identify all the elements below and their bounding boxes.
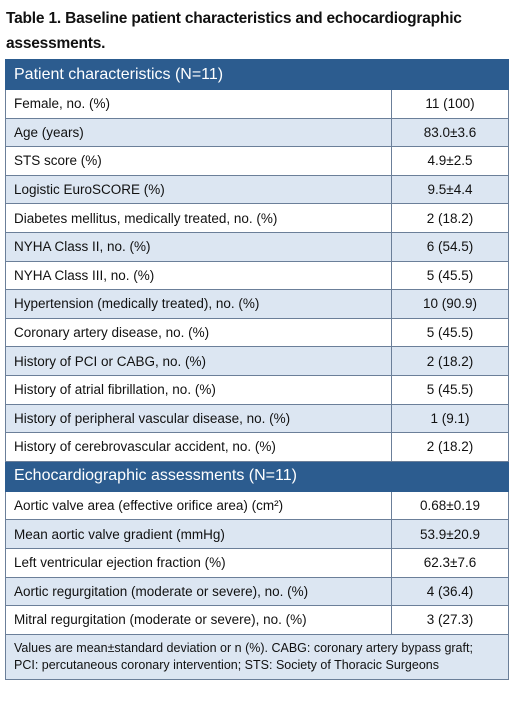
table-row: History of peripheral vascular disease, …	[5, 403, 509, 434]
table-row: NYHA Class II, no. (%) 6 (54.5)	[5, 231, 509, 262]
row-label: History of atrial fibrillation, no. (%)	[5, 374, 392, 405]
row-value: 5 (45.5)	[391, 374, 509, 405]
table-row: Coronary artery disease, no. (%) 5 (45.5)	[5, 317, 509, 348]
table-row: Aortic regurgitation (moderate or severe…	[5, 576, 509, 607]
table-row: Logistic EuroSCORE (%) 9.5±4.4	[5, 174, 509, 205]
row-value: 2 (18.2)	[391, 203, 509, 233]
section-header: Echocardiographic assessments (N=11)	[5, 460, 509, 492]
row-value: 10 (90.9)	[391, 289, 509, 319]
row-value: 1 (9.1)	[391, 403, 509, 434]
row-value: 3 (27.3)	[391, 605, 509, 635]
row-value: 5 (45.5)	[391, 260, 509, 291]
row-label: Age (years)	[5, 117, 392, 148]
table-row: NYHA Class III, no. (%) 5 (45.5)	[5, 260, 509, 291]
row-label: Left ventricular ejection fraction (%)	[5, 547, 392, 578]
row-label: History of cerebrovascular accident, no.…	[5, 432, 392, 462]
row-label: Mitral regurgitation (moderate or severe…	[5, 605, 392, 635]
table-row: History of atrial fibrillation, no. (%) 5…	[5, 374, 509, 405]
row-label: History of peripheral vascular disease, …	[5, 403, 392, 434]
row-label: Coronary artery disease, no. (%)	[5, 317, 392, 348]
row-label: Mean aortic valve gradient (mmHg)	[5, 519, 392, 549]
row-value: 62.3±7.6	[391, 547, 509, 578]
row-value: 5 (45.5)	[391, 317, 509, 348]
row-label: Aortic valve area (effective orifice are…	[5, 490, 392, 521]
section-header-row: Patient characteristics (N=11)	[5, 59, 509, 90]
row-value: 6 (54.5)	[391, 231, 509, 262]
row-value: 11 (100)	[391, 89, 509, 119]
table-row: Age (years) 83.0±3.6	[5, 117, 509, 148]
row-label: NYHA Class II, no. (%)	[5, 231, 392, 262]
table-row: Left ventricular ejection fraction (%) 62…	[5, 547, 509, 578]
row-value: 4.9±2.5	[391, 146, 509, 176]
table-row: Mitral regurgitation (moderate or severe…	[5, 605, 509, 635]
row-value: 83.0±3.6	[391, 117, 509, 148]
table-row: History of PCI or CABG, no. (%) 2 (18.2)	[5, 346, 509, 376]
row-label: Diabetes mellitus, medically treated, no…	[5, 203, 392, 233]
row-label: STS score (%)	[5, 146, 392, 176]
row-value: 2 (18.2)	[391, 432, 509, 462]
row-value: 9.5±4.4	[391, 174, 509, 205]
row-label: Hypertension (medically treated), no. (%…	[5, 289, 392, 319]
table-title: Table 1. Baseline patient characteristic…	[6, 10, 462, 52]
table-row: Mean aortic valve gradient (mmHg) 53.9±20…	[5, 519, 509, 549]
row-label: History of PCI or CABG, no. (%)	[5, 346, 392, 376]
row-value: 53.9±20.9	[391, 519, 509, 549]
footnote: Values are mean±standard deviation or n …	[5, 633, 509, 680]
row-label: Aortic regurgitation (moderate or severe…	[5, 576, 392, 607]
section-header: Patient characteristics (N=11)	[5, 59, 509, 90]
table-row: History of cerebrovascular accident, no.…	[5, 432, 509, 462]
row-label: Logistic EuroSCORE (%)	[5, 174, 392, 205]
row-value: 2 (18.2)	[391, 346, 509, 376]
table-row: Hypertension (medically treated), no. (%…	[5, 289, 509, 319]
table-row: Female, no. (%) 11 (100)	[5, 89, 509, 119]
row-value: 0.68±0.19	[391, 490, 509, 521]
row-value: 4 (36.4)	[391, 576, 509, 607]
row-label: NYHA Class III, no. (%)	[5, 260, 392, 291]
row-label: Female, no. (%)	[5, 89, 392, 119]
table-row: STS score (%) 4.9±2.5	[5, 146, 509, 176]
table-row: Aortic valve area (effective orifice are…	[5, 490, 509, 521]
section-header-row: Echocardiographic assessments (N=11)	[5, 460, 509, 492]
data-table: Patient characteristics (N=11) Female, no…	[5, 59, 509, 680]
table-row: Diabetes mellitus, medically treated, no…	[5, 203, 509, 233]
footnote-row: Values are mean±standard deviation or n …	[5, 633, 509, 680]
